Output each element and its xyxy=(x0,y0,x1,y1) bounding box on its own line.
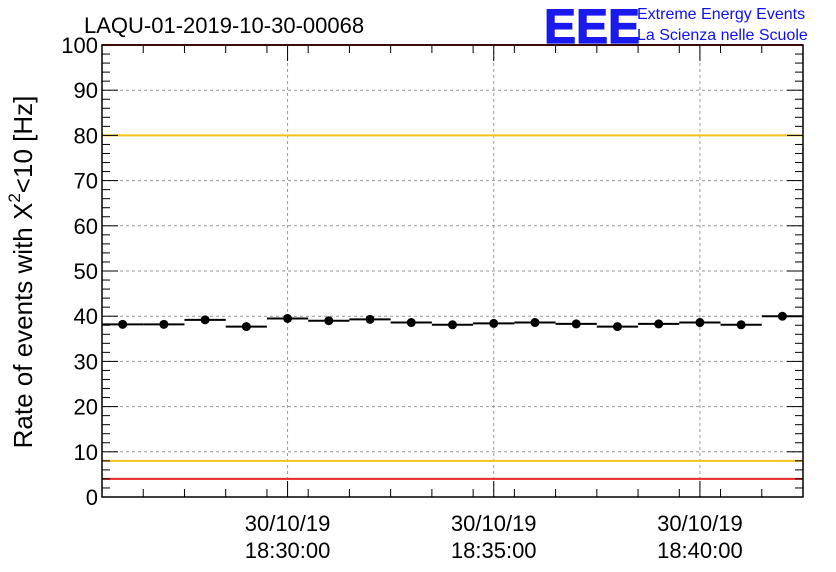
data-point xyxy=(654,319,664,329)
logo-line2: La Scienza nelle Scuole xyxy=(637,27,808,44)
data-point xyxy=(736,320,746,330)
data-point xyxy=(241,322,251,332)
data-point xyxy=(489,318,499,328)
y-axis-title-sup: 2 xyxy=(5,193,24,202)
data-point xyxy=(118,319,128,329)
logo-mark: EEE xyxy=(544,1,640,54)
x-tick-label-date: 30/10/19 xyxy=(451,511,537,536)
y-tick-label: 90 xyxy=(74,78,98,103)
axes: 010203040506070809010030/10/1918:30:0030… xyxy=(61,33,804,563)
y-tick-label: 40 xyxy=(74,304,98,329)
data-point xyxy=(324,316,334,326)
data-point xyxy=(365,314,375,324)
data-point xyxy=(200,315,210,325)
data-point xyxy=(406,318,416,328)
y-tick-label: 50 xyxy=(74,259,98,284)
data-point xyxy=(283,313,293,323)
y-tick-label: 100 xyxy=(61,33,98,58)
y-tick-label: 20 xyxy=(74,395,98,420)
y-tick-label: 30 xyxy=(74,349,98,374)
data-point xyxy=(695,318,705,328)
y-axis-title: Rate of events with X2<10 [Hz] xyxy=(5,96,38,449)
x-tick-label-date: 30/10/19 xyxy=(657,511,743,536)
x-tick-label-time: 18:40:00 xyxy=(657,538,743,563)
chart-title: LAQU-01-2019-10-30-00068 xyxy=(84,13,364,38)
y-tick-label: 10 xyxy=(74,440,98,465)
data-point xyxy=(159,319,169,329)
data-point xyxy=(777,311,787,321)
data-series xyxy=(102,311,803,332)
x-tick-label-time: 18:30:00 xyxy=(245,538,331,563)
logo-line1: Extreme Energy Events xyxy=(637,6,805,23)
y-tick-label: 70 xyxy=(74,169,98,194)
y-axis-title-main: Rate of events with X xyxy=(8,203,38,449)
data-point xyxy=(612,322,622,332)
data-point xyxy=(571,319,581,329)
data-point xyxy=(530,318,540,328)
y-tick-label: 80 xyxy=(74,123,98,148)
y-tick-label: 60 xyxy=(74,214,98,239)
y-axis-title-rest: <10 [Hz] xyxy=(8,96,38,194)
y-tick-label: 0 xyxy=(86,485,98,510)
x-tick-label-date: 30/10/19 xyxy=(245,511,331,536)
data-point xyxy=(448,320,457,330)
eee-logo: EEE Extreme Energy Events La Scienza nel… xyxy=(543,0,808,54)
x-tick-label-time: 18:35:00 xyxy=(451,538,537,563)
